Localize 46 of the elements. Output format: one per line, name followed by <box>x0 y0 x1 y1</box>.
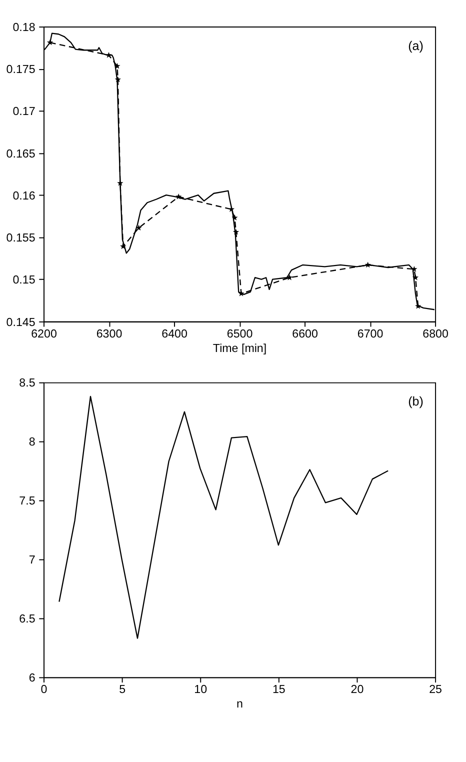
x-tick-label: 5 <box>119 683 126 696</box>
y-tick-label: 0.165 <box>6 147 36 160</box>
line-series <box>58 396 389 639</box>
x-tick-label: 6400 <box>162 327 188 340</box>
y-tick-label: 0.18 <box>12 20 36 34</box>
x-tick-label: 10 <box>194 683 208 696</box>
point <box>114 76 121 82</box>
point <box>412 274 419 280</box>
y-tick-label: 0.175 <box>6 63 36 76</box>
y-tick-label: 6.5 <box>19 612 36 626</box>
point <box>232 214 238 220</box>
y-tick-label: 0.145 <box>6 316 36 329</box>
point <box>286 274 293 280</box>
x-tick-label: 0 <box>40 683 48 696</box>
y-tick-label: 0.155 <box>6 232 36 245</box>
point <box>364 262 371 268</box>
x-tick-label: 20 <box>350 683 364 696</box>
point <box>228 206 235 212</box>
x-tick-label: 6600 <box>292 327 318 340</box>
x-tick-label: 6700 <box>357 327 384 340</box>
y-tick-label: 8.5 <box>19 376 36 390</box>
x-axis-title: n <box>236 698 243 711</box>
point <box>232 228 240 235</box>
y-tick-label: 6 <box>28 672 36 685</box>
point <box>46 39 54 46</box>
x-tick-label: 15 <box>272 683 286 696</box>
x-tick-label: 6200 <box>31 327 57 340</box>
y-tick-label: 7 <box>28 554 36 567</box>
x-axis-title: Time [min] <box>212 342 267 355</box>
point <box>136 224 142 231</box>
point <box>176 193 182 200</box>
point <box>411 266 418 272</box>
point <box>106 52 112 58</box>
x-tick-label: 6500 <box>226 327 253 340</box>
annotation: (b) <box>408 394 424 409</box>
y-tick-label: 8 <box>28 436 36 449</box>
y-tick-label: 0.17 <box>12 105 36 118</box>
x-tick-label: 6300 <box>96 327 122 340</box>
annotation: (a) <box>408 38 424 53</box>
y-tick-label: 0.16 <box>12 189 36 202</box>
point <box>415 303 422 309</box>
y-tick-label: 0.15 <box>12 274 36 287</box>
point <box>114 62 120 69</box>
y-tick-label: 7.5 <box>19 494 36 508</box>
x-tick-label: 6800 <box>422 327 448 340</box>
x-tick-label: 25 <box>429 683 442 696</box>
